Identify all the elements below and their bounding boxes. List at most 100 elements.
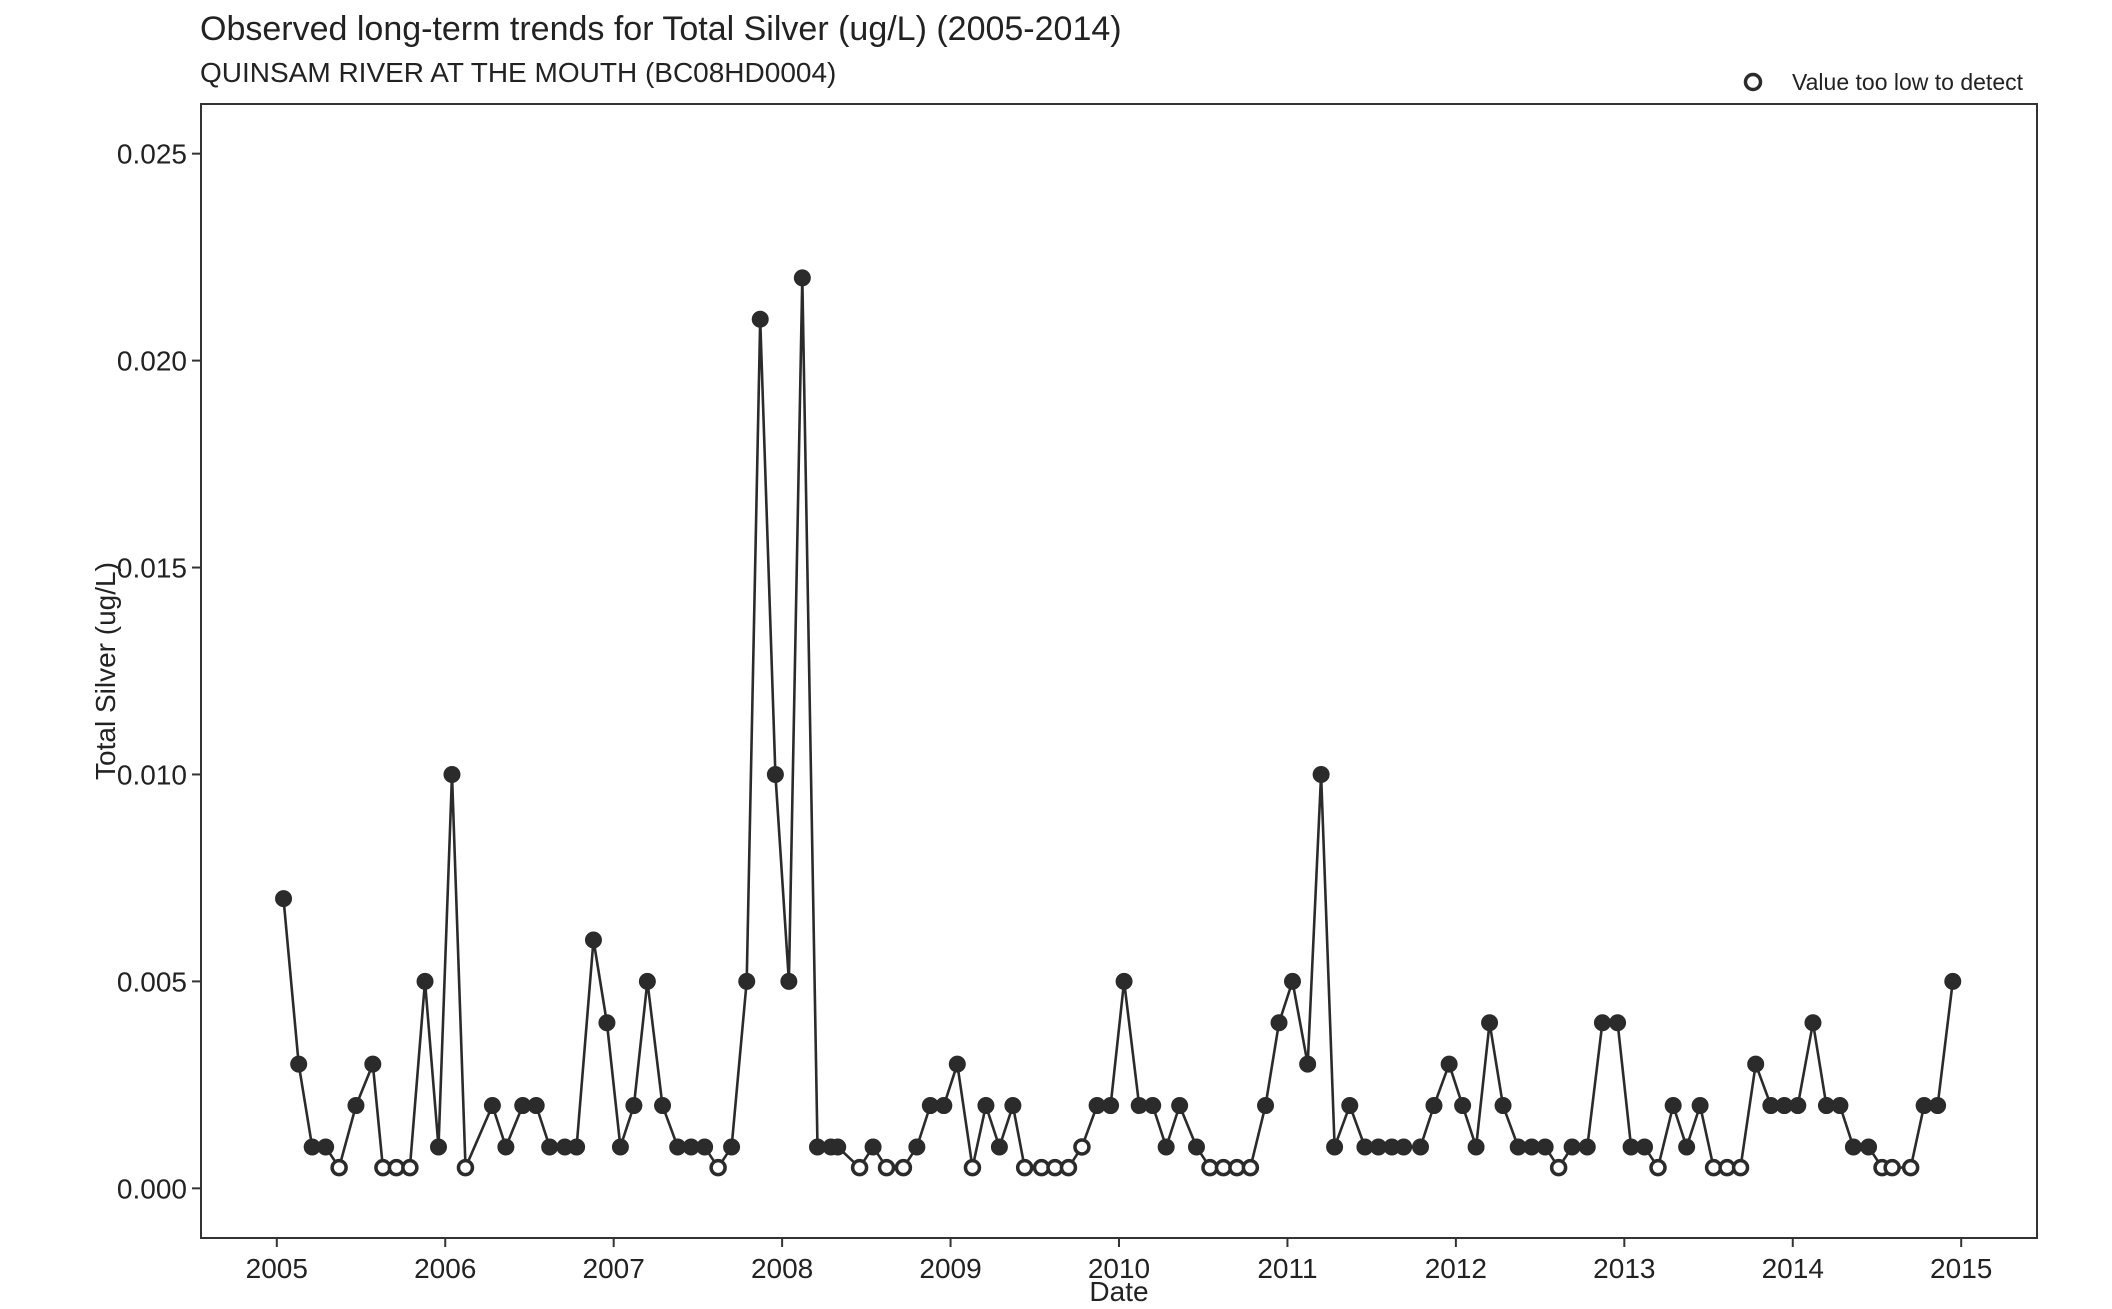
x-tick-label: 2012 [1425,1253,1487,1284]
data-point-below-detection [894,1158,913,1177]
chart-subtitle: QUINSAM RIVER AT THE MOUTH (BC08HD0004) [200,57,836,88]
y-axis-title: Total Silver (ug/L) [90,562,121,780]
y-tick-label: 0.000 [117,1173,187,1204]
data-point [1425,1097,1443,1115]
data-point [1831,1097,1849,1115]
data-point [1609,1014,1627,1032]
x-tick-label: 2006 [414,1253,476,1284]
data-point [1578,1138,1596,1156]
data-point [738,972,756,990]
data-point [347,1097,365,1115]
data-point-below-detection [1731,1158,1750,1177]
data-point [1299,1055,1317,1073]
series-total-silver [275,269,1962,1177]
x-tick-label: 2009 [919,1253,981,1284]
y-tick-label: 0.020 [117,346,187,377]
x-axis: 2005 2006 2007 2008 2009 2010 2011 2012 2013 2014… [246,1238,1992,1284]
data-point [793,269,811,287]
data-point [977,1097,995,1115]
data-point [696,1138,714,1156]
data-point [364,1055,382,1073]
data-point [1312,765,1330,783]
data-point-below-detection [877,1158,896,1177]
data-point [611,1138,629,1156]
data-point [541,1138,559,1156]
data-point [1664,1097,1682,1115]
data-point [1563,1138,1581,1156]
data-point [527,1097,545,1115]
data-point [1593,1014,1611,1032]
data-point [1157,1138,1175,1156]
data-point [1929,1097,1947,1115]
data-point [1341,1097,1359,1115]
data-point [1467,1138,1485,1156]
data-point [625,1097,643,1115]
data-point [483,1097,501,1115]
data-point [1257,1097,1275,1115]
data-point [443,765,461,783]
data-point [1944,972,1962,990]
data-point-below-detection [401,1158,419,1177]
data-point [1395,1138,1413,1156]
legend-label: Value too low to detect [1792,69,2024,95]
data-point-below-detection [709,1158,727,1177]
data-point [290,1055,308,1073]
chart-title: Observed long-term trends for Total Silv… [200,10,1122,48]
data-point [497,1138,515,1156]
data-point [1270,1014,1288,1032]
data-point [1144,1097,1162,1115]
data-point-below-detection [1901,1158,1920,1177]
x-tick-label: 2011 [1257,1253,1317,1284]
data-point-below-detection [1015,1158,1034,1177]
y-tick-label: 0.005 [117,966,187,997]
x-tick-label: 2008 [751,1253,813,1284]
x-tick-label: 2015 [1930,1253,1992,1284]
data-point [1747,1055,1765,1073]
data-point-below-detection [1883,1158,1901,1177]
data-point [1283,972,1301,990]
data-point [723,1138,741,1156]
data-point-below-detection [1649,1158,1667,1177]
data-point [638,972,656,990]
data-point [1412,1138,1430,1156]
data-point [1187,1138,1205,1156]
data-point [1678,1138,1696,1156]
x-tick-label: 2010 [1088,1253,1150,1284]
x-tick-label: 2014 [1762,1253,1824,1284]
data-point [1454,1097,1472,1115]
data-point [1691,1097,1709,1115]
data-point [1326,1138,1344,1156]
data-point [1789,1097,1807,1115]
data-point-below-detection [1549,1158,1568,1177]
y-tick-label: 0.015 [117,553,187,584]
data-point-below-detection [1241,1158,1260,1177]
data-point-below-detection [1059,1158,1078,1177]
data-point [568,1138,586,1156]
data-point [598,1014,616,1032]
data-point [935,1097,953,1115]
data-point [584,931,602,949]
y-axis: 0.000 0.005 0.010 0.015 0.020 0.025 [117,139,201,1204]
data-point [751,310,769,328]
legend: Value too low to detect [1743,69,2024,95]
data-point [1481,1014,1499,1032]
data-point [908,1138,926,1156]
data-point-below-detection [456,1158,475,1177]
data-point-below-detection [850,1158,869,1177]
y-tick-label: 0.010 [117,759,187,790]
data-point [1115,972,1133,990]
y-tick-label: 0.025 [117,139,187,170]
data-point-below-detection [963,1158,982,1177]
data-point [1844,1138,1862,1156]
data-point [780,972,798,990]
data-point [1102,1097,1120,1115]
data-point [416,972,434,990]
data-point [766,765,784,783]
data-point [430,1138,448,1156]
x-tick-label: 2007 [583,1253,645,1284]
data-point [1636,1138,1654,1156]
data-point [1860,1138,1878,1156]
data-point [1171,1097,1189,1115]
data-point [1804,1014,1822,1032]
